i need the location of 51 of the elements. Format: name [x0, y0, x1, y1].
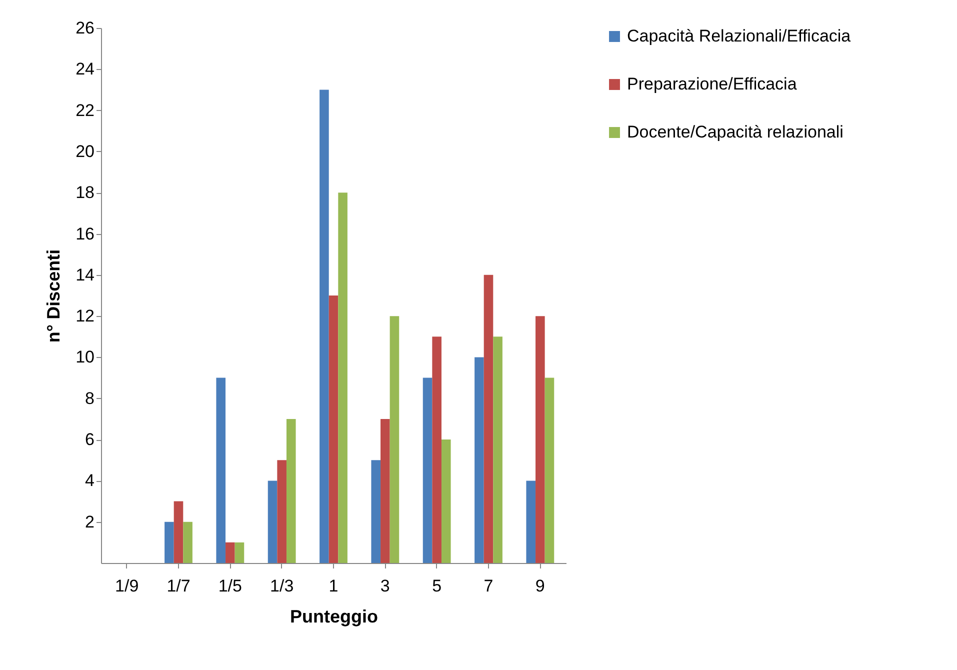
legend-label: Docente/Capacità relazionali [627, 122, 844, 142]
y-axis-title: n° Discenti [44, 249, 64, 343]
y-tick-label: 4 [85, 471, 94, 490]
y-tick-label: 20 [76, 142, 94, 161]
y-tick-label: 16 [76, 224, 94, 244]
bar [216, 378, 226, 563]
bar [493, 336, 502, 563]
y-tick-label: 24 [76, 60, 94, 79]
bar [536, 316, 545, 563]
x-axis-title: Punteggio [290, 606, 378, 626]
bar [226, 542, 235, 563]
x-tick-label: 1 [328, 576, 338, 596]
bar [474, 357, 484, 563]
x-tick-label: 3 [380, 576, 390, 596]
bar [441, 440, 451, 563]
y-tick-label: 10 [76, 348, 94, 367]
bar [320, 90, 329, 563]
bar [338, 192, 348, 563]
y-tick-label: 12 [76, 306, 94, 326]
x-tick-label: 1/5 [218, 576, 242, 596]
bar [544, 378, 554, 563]
y-tick-label: 6 [85, 430, 94, 450]
bar [234, 542, 244, 563]
x-tick-label: 1/9 [115, 576, 139, 596]
bar [484, 274, 494, 563]
y-tick-label: 2 [85, 512, 94, 532]
x-tick-label: 1/7 [166, 576, 190, 596]
x-tick-label: 5 [432, 576, 442, 596]
bar [164, 522, 174, 563]
bar [328, 296, 338, 563]
bar [277, 460, 286, 563]
bar [432, 336, 442, 563]
x-tick-label: 9 [535, 576, 545, 596]
bar [371, 460, 381, 563]
y-tick-label: 22 [76, 100, 94, 120]
x-tick-label: 1/3 [270, 576, 294, 596]
y-tick-label: 14 [76, 265, 94, 284]
legend-label: Capacità Relazionali/Efficacia [627, 26, 852, 46]
bar [380, 418, 390, 563]
bar [286, 418, 296, 563]
bar [390, 316, 400, 563]
bar [183, 522, 192, 563]
bar [174, 501, 184, 563]
bar [268, 480, 278, 563]
x-tick-label: 7 [484, 576, 494, 596]
y-tick-label: 26 [76, 18, 94, 38]
y-tick-label: 18 [76, 183, 94, 202]
legend-label: Preparazione/Efficacia [627, 74, 798, 94]
bar [526, 480, 536, 563]
bar [422, 378, 432, 563]
y-tick-label: 8 [85, 388, 94, 408]
